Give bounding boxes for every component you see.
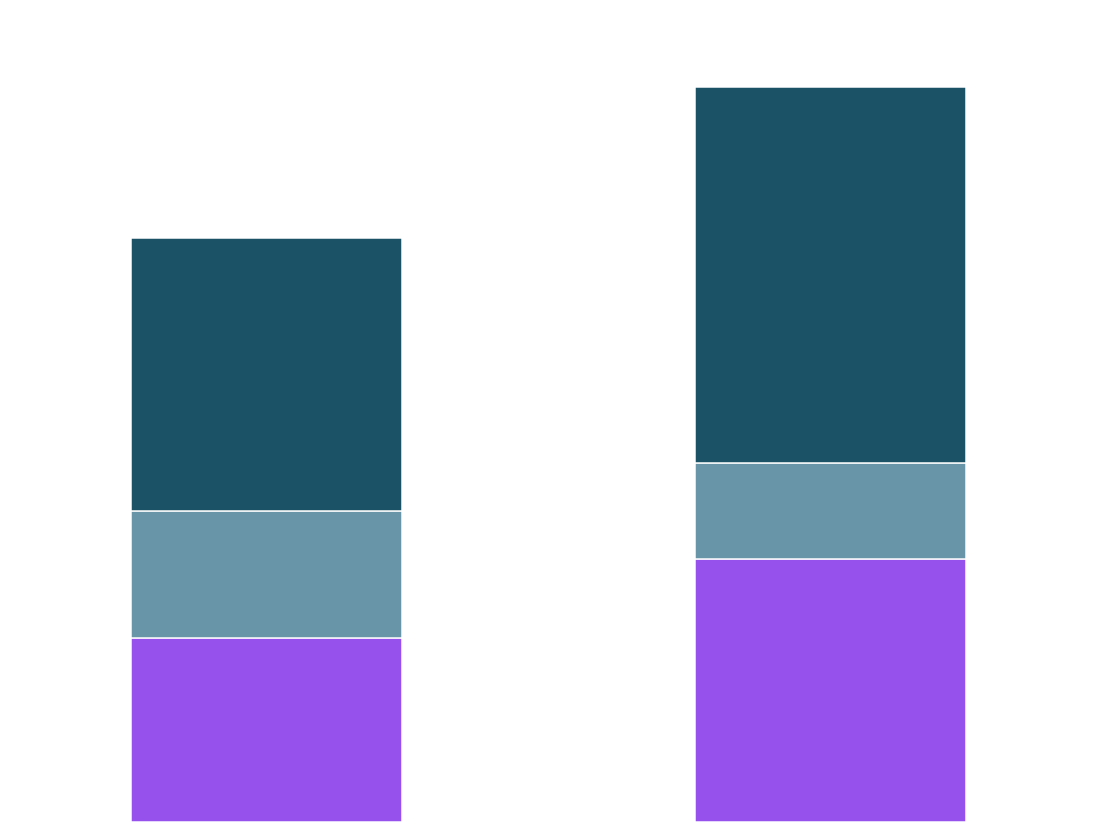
bar-segment-2-series-1: [694, 558, 967, 822]
bar-segment-1-series-1: [130, 637, 403, 822]
bar-segment-1-series-3: [130, 237, 403, 512]
bar-segment-1-series-2: [130, 510, 403, 639]
bar-segment-2-series-3: [694, 86, 967, 464]
bar-segment-2-series-2: [694, 462, 967, 560]
